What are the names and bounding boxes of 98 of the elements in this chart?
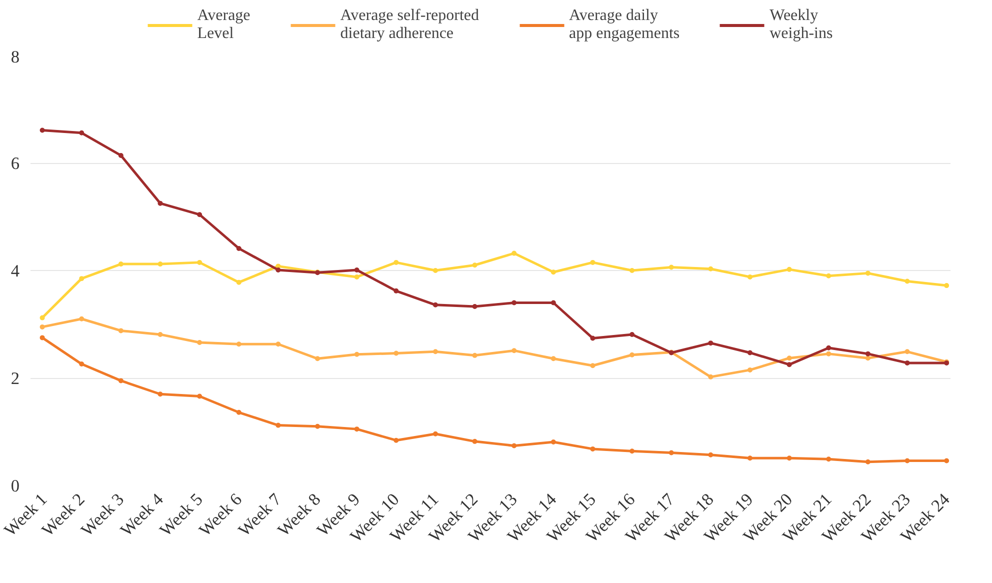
point [865,356,870,361]
point [394,438,399,443]
point [158,392,163,397]
point [394,288,399,294]
point [826,456,832,462]
point [747,350,752,356]
point [394,350,399,356]
legend-label: Average self-reported dietary adherence [340,7,479,43]
point [40,324,45,330]
legend-label: Average daily app engagements [569,7,680,43]
point [590,446,596,452]
point [118,378,124,384]
point [944,283,950,288]
point [276,422,281,428]
point [550,300,556,306]
point [236,410,242,415]
point [236,342,242,347]
point [826,273,832,278]
point [630,332,635,337]
point [315,424,320,429]
point [904,458,910,464]
point [197,260,202,265]
point [354,274,360,280]
point [865,270,870,276]
y-tick-label: 2 [10,369,20,388]
point [236,280,242,285]
point [158,332,163,337]
point [708,340,714,346]
point [158,262,163,267]
point [472,304,478,310]
point [158,200,163,206]
point [432,349,438,354]
point [432,302,438,308]
point [904,360,910,366]
point [394,260,399,265]
point [708,266,714,272]
point [708,374,714,380]
point [79,362,84,367]
point [432,268,438,273]
point [590,336,596,341]
point [708,452,714,458]
point [40,128,45,133]
point [747,274,752,280]
point [40,315,45,320]
point [786,356,792,361]
point [472,438,478,444]
point [118,152,124,158]
point [512,348,517,354]
y-tick-label: 8 [10,48,20,66]
legend-label: Weekly weigh-ins [770,7,833,43]
y-tick-label: 6 [10,154,20,173]
point [197,340,202,346]
point [236,246,242,251]
point [786,266,792,272]
point [747,367,752,372]
point [550,439,556,444]
point [512,443,517,448]
point [79,316,84,322]
point [276,342,281,347]
point [786,362,792,368]
point [668,450,674,456]
point [432,431,438,436]
point [668,264,674,270]
point [79,276,84,282]
point [472,262,478,268]
point [118,262,124,267]
point [590,363,596,368]
point [786,456,792,461]
point [865,459,870,464]
point [826,345,832,350]
point [315,356,320,362]
point [472,352,478,358]
point [630,352,635,358]
y-tick-label: 0 [10,476,20,496]
point [826,351,832,356]
point [904,349,910,354]
point [944,458,950,464]
point [512,300,517,306]
legend-label: Average Level [197,7,250,43]
point [550,356,556,362]
point [276,267,281,272]
point [354,426,360,432]
point [550,270,556,275]
point [865,351,870,356]
point [354,352,360,357]
point [630,268,635,273]
point [118,328,124,334]
point [630,448,635,454]
point [747,456,752,461]
point [79,130,84,136]
point [590,260,596,265]
point [40,335,45,340]
y-tick-label: 4 [10,262,20,280]
point [904,278,910,284]
point [197,212,202,218]
point [512,250,517,256]
point [197,394,202,399]
point [354,267,360,272]
